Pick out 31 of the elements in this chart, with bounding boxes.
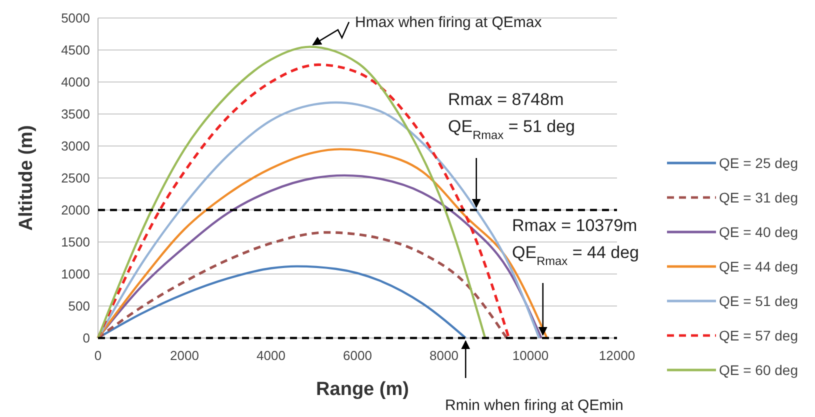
x-tick-label: 4000 [256,348,286,363]
x-axis-title: Range (m) [316,379,409,400]
y-tick-label: 2500 [61,170,90,186]
y-tick-label: 2000 [61,202,90,218]
x-tick-label: 6000 [343,348,372,363]
legend-label: QE = 31 deg [719,189,798,206]
legend-label: QE = 40 deg [719,224,798,240]
annotation: Hmax when firing at QEmax [355,14,542,31]
annotation: Rmax = 10379m QE$_{Rmax}$ = 44 deg [512,216,639,268]
y-tick-label: 3000 [61,138,90,154]
legend-label: QE = 25 deg [719,154,798,171]
y-tick-label: 3500 [61,106,90,122]
y-tick-label: 4500 [61,42,90,58]
x-tick-label: 0 [94,348,102,363]
annotation: Rmax = 8748m QE$_{Rmax}$ = 51 deg [448,90,575,142]
x-tick-label: 12000 [598,348,636,363]
x-tick-label: 2000 [170,348,199,363]
y-tick-label: 1000 [61,266,90,282]
annotation: Rmin when firing at QEmin [445,397,624,414]
legend-label: QE = 60 deg [719,362,798,378]
legend-label: QE = 51 deg [719,292,798,309]
y-axis-title: Altitude (m) [16,125,37,231]
y-tick-label: 5000 [61,10,90,26]
x-tick-label: 8000 [430,348,458,363]
y-tick-label: 1500 [61,234,90,250]
legend-label: QE = 44 deg [719,258,798,274]
y-tick-label: 0 [82,330,90,346]
x-tick-label: 10000 [512,348,549,363]
legend-label: QE = 57 deg [719,327,798,344]
y-tick-label: 4000 [61,74,90,90]
y-tick-label: 500 [68,298,90,314]
